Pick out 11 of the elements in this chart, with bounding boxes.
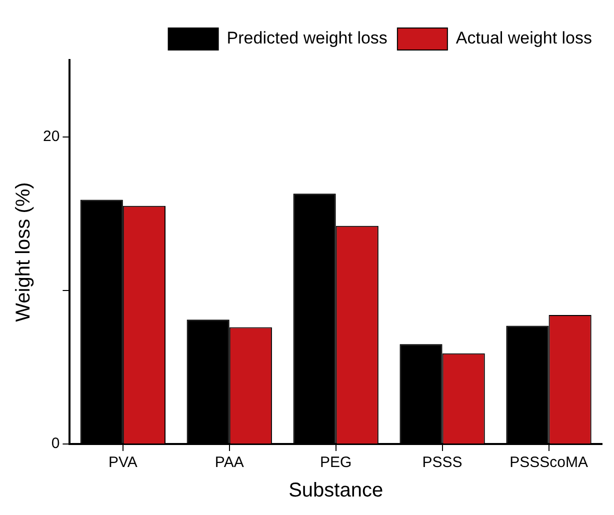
- x-tick-label: PEG: [320, 454, 352, 472]
- x-axis-title: Substance: [288, 480, 384, 502]
- y-axis-title: Weight loss (%): [12, 182, 35, 322]
- y-tick-label: 0: [51, 435, 60, 452]
- x-tick-label: PSSScoMA: [510, 454, 588, 472]
- legend-label: Predicted weight loss: [226, 28, 388, 48]
- x-tick-label: PSSS: [422, 454, 462, 472]
- y-tick-label: 20: [42, 128, 60, 145]
- x-tick-label: PVA: [108, 454, 138, 472]
- legend-label: Actual weight loss: [456, 28, 592, 48]
- x-tick-label: PAA: [214, 454, 244, 472]
